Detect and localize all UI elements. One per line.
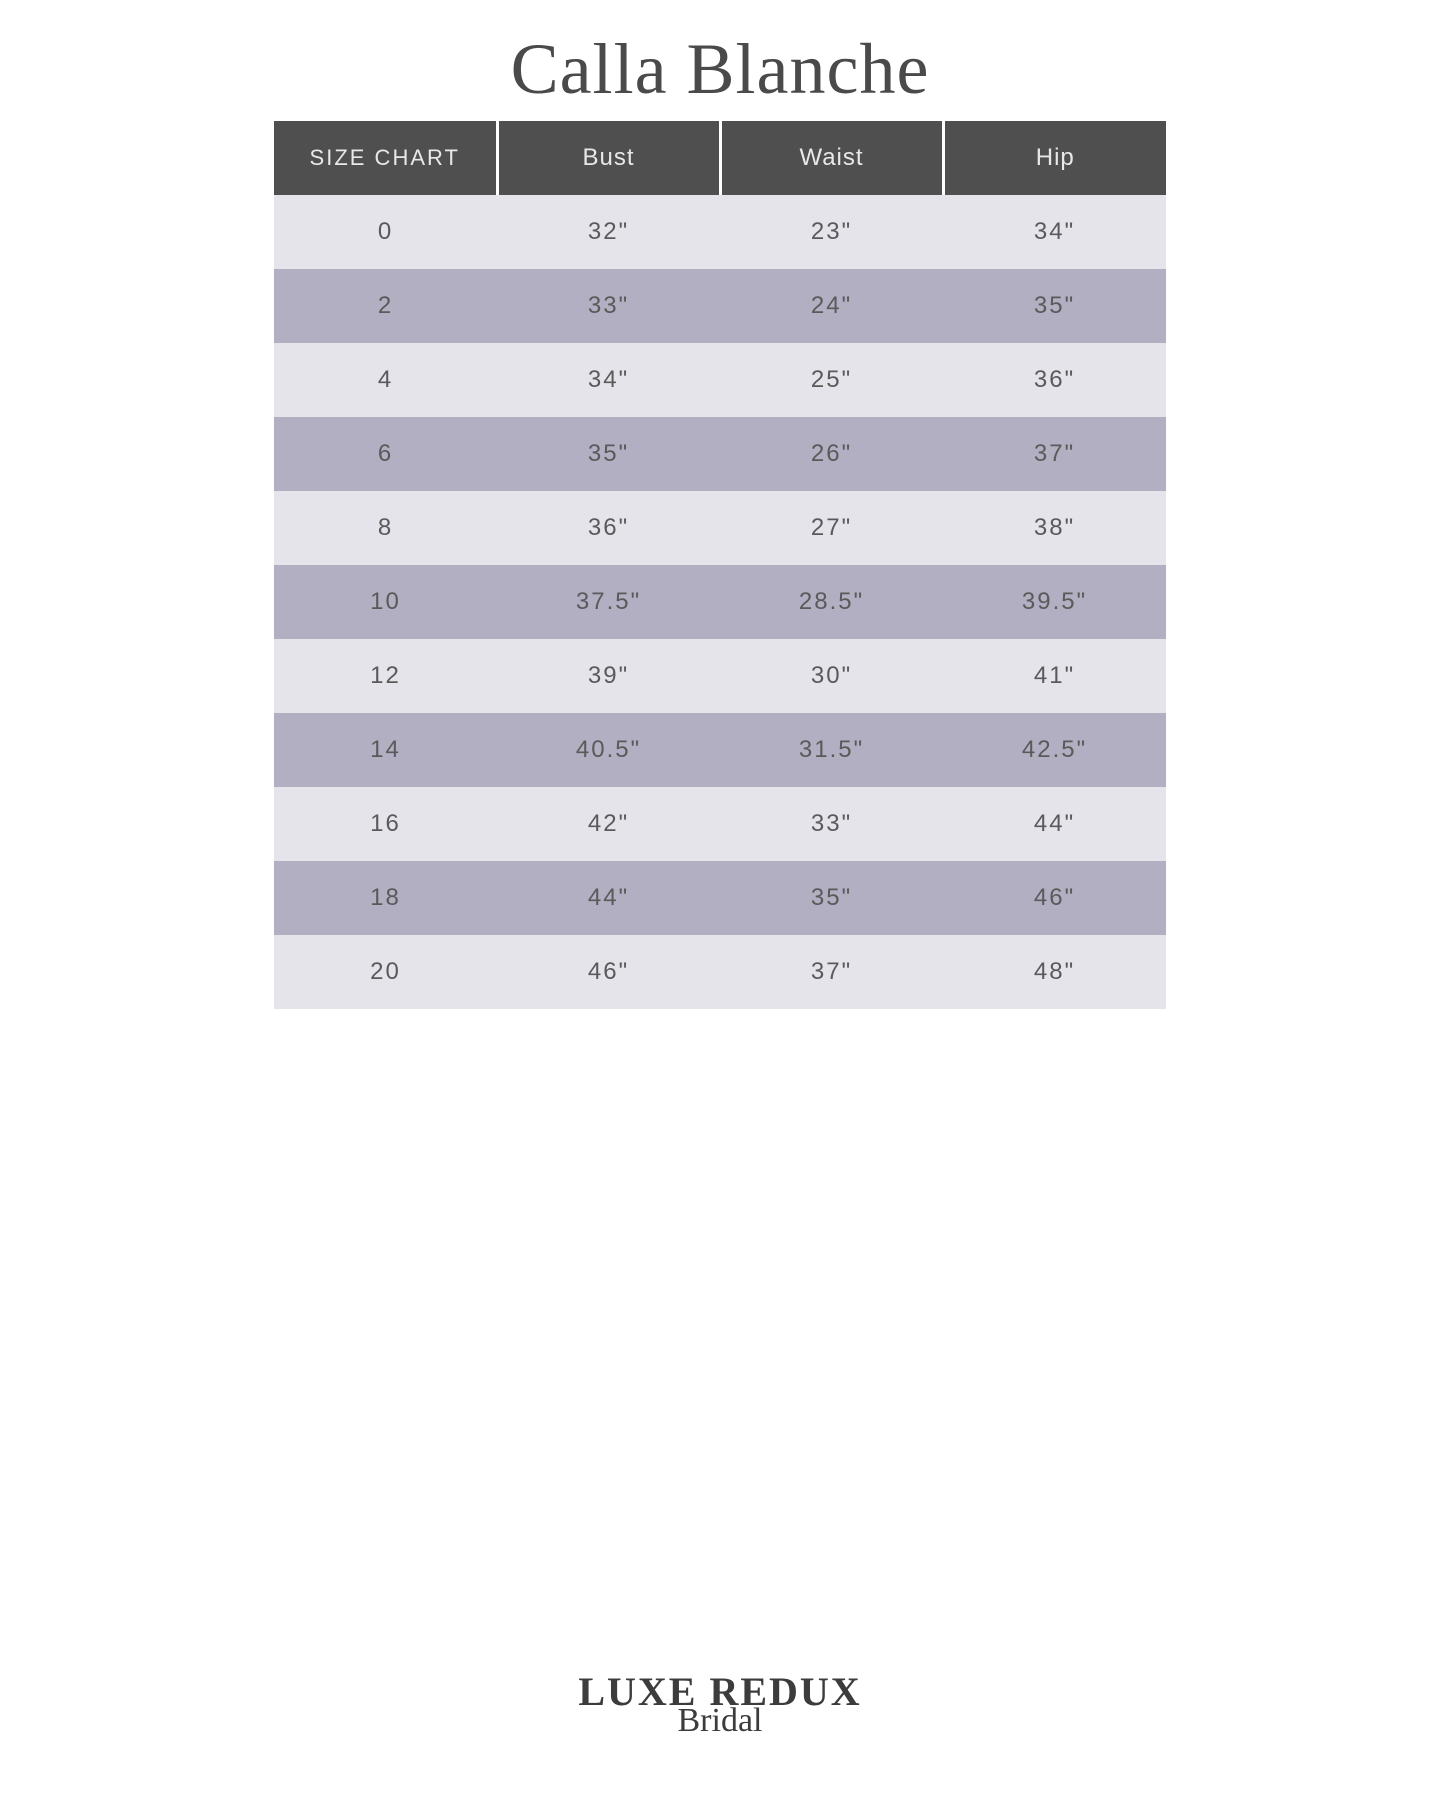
table-cell: 16: [274, 787, 497, 861]
table-cell: 48": [943, 935, 1166, 1009]
table-row: 2046"37"48": [274, 935, 1166, 1009]
table-cell: 42": [497, 787, 720, 861]
table-row: 1239"30"41": [274, 639, 1166, 713]
table-cell: 31.5": [720, 713, 943, 787]
table-cell: 35": [720, 861, 943, 935]
table-cell: 44": [497, 861, 720, 935]
footer-logo-sub: Bridal: [0, 1702, 1440, 1740]
table-cell: 34": [943, 195, 1166, 269]
size-chart-table: SIZE CHART Bust Waist Hip 032"23"34"233"…: [274, 121, 1166, 1009]
table-cell: 40.5": [497, 713, 720, 787]
table-cell: 6: [274, 417, 497, 491]
table-cell: 12: [274, 639, 497, 713]
table-cell: 28.5": [720, 565, 943, 639]
table-cell: 30": [720, 639, 943, 713]
table-cell: 26": [720, 417, 943, 491]
table-row: 233"24"35": [274, 269, 1166, 343]
table-row: 1037.5"28.5"39.5": [274, 565, 1166, 639]
table-cell: 37.5": [497, 565, 720, 639]
table-cell: 38": [943, 491, 1166, 565]
table-cell: 36": [943, 343, 1166, 417]
table-cell: 35": [943, 269, 1166, 343]
table-row: 1440.5"31.5"42.5": [274, 713, 1166, 787]
table-row: 635"26"37": [274, 417, 1166, 491]
table-header-row: SIZE CHART Bust Waist Hip: [274, 121, 1166, 195]
table-cell: 39.5": [943, 565, 1166, 639]
table-row: 434"25"36": [274, 343, 1166, 417]
table-cell: 42.5": [943, 713, 1166, 787]
table-cell: 2: [274, 269, 497, 343]
table-cell: 18: [274, 861, 497, 935]
table-cell: 46": [497, 935, 720, 1009]
table-cell: 27": [720, 491, 943, 565]
table-row: 836"27"38": [274, 491, 1166, 565]
table-cell: 44": [943, 787, 1166, 861]
col-header-hip: Hip: [943, 121, 1166, 195]
table-cell: 0: [274, 195, 497, 269]
table-cell: 36": [497, 491, 720, 565]
table-row: 1844"35"46": [274, 861, 1166, 935]
footer-logo: LUXE REDUX Bridal: [0, 1672, 1440, 1740]
table-cell: 4: [274, 343, 497, 417]
table-row: 1642"33"44": [274, 787, 1166, 861]
table-cell: 20: [274, 935, 497, 1009]
col-header-waist: Waist: [720, 121, 943, 195]
table-cell: 24": [720, 269, 943, 343]
table-cell: 46": [943, 861, 1166, 935]
table-cell: 41": [943, 639, 1166, 713]
table-cell: 33": [497, 269, 720, 343]
table-cell: 39": [497, 639, 720, 713]
brand-title: Calla Blanche: [0, 0, 1440, 121]
table-cell: 37": [720, 935, 943, 1009]
table-cell: 35": [497, 417, 720, 491]
table-cell: 8: [274, 491, 497, 565]
table-cell: 37": [943, 417, 1166, 491]
table-cell: 34": [497, 343, 720, 417]
table-cell: 10: [274, 565, 497, 639]
table-cell: 14: [274, 713, 497, 787]
table-cell: 32": [497, 195, 720, 269]
table-cell: 23": [720, 195, 943, 269]
table-row: 032"23"34": [274, 195, 1166, 269]
col-header-size: SIZE CHART: [274, 121, 497, 195]
col-header-bust: Bust: [497, 121, 720, 195]
table-cell: 33": [720, 787, 943, 861]
table-cell: 25": [720, 343, 943, 417]
